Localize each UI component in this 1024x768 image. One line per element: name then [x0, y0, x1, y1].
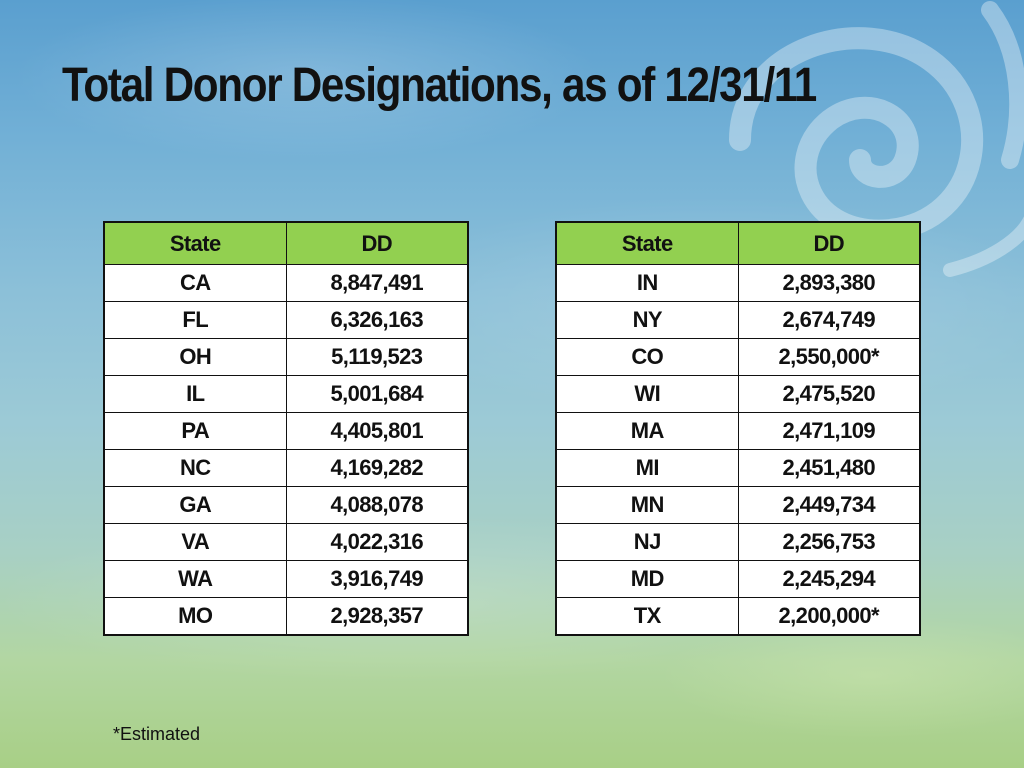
state-cell: IN [555, 264, 739, 302]
table-row: WI 2,475,520 [555, 375, 921, 413]
state-cell: VA [103, 523, 287, 561]
table-row: WA 3,916,749 [103, 560, 469, 598]
donor-table-right: State DD IN 2,893,380 NY 2,674,749 CO 2,550… [555, 221, 921, 636]
header-dd: DD [285, 221, 469, 265]
slide-title: Total Donor Designations, as of 12/31/11 [62, 59, 817, 112]
dd-cell: 2,674,749 [737, 301, 921, 339]
state-cell: MA [555, 412, 739, 450]
state-cell: MD [555, 560, 739, 598]
table-row: FL 6,326,163 [103, 301, 469, 339]
dd-cell: 5,001,684 [285, 375, 469, 413]
dd-cell: 4,169,282 [285, 449, 469, 487]
dd-cell: 4,405,801 [285, 412, 469, 450]
table-row: OH 5,119,523 [103, 338, 469, 376]
state-cell: CO [555, 338, 739, 376]
table-row: MN 2,449,734 [555, 486, 921, 524]
table-header-row: State DD [103, 221, 469, 265]
state-cell: IL [103, 375, 287, 413]
table-row: TX 2,200,000* [555, 597, 921, 636]
state-cell: WA [103, 560, 287, 598]
dd-cell: 8,847,491 [285, 264, 469, 302]
table-row: NC 4,169,282 [103, 449, 469, 487]
dd-cell: 2,471,109 [737, 412, 921, 450]
state-cell: NY [555, 301, 739, 339]
dd-cell: 5,119,523 [285, 338, 469, 376]
dd-cell: 2,893,380 [737, 264, 921, 302]
table-row: VA 4,022,316 [103, 523, 469, 561]
state-cell: TX [555, 597, 739, 636]
state-cell: OH [103, 338, 287, 376]
dd-cell: 2,550,000* [737, 338, 921, 376]
state-cell: CA [103, 264, 287, 302]
table-row: MO 2,928,357 [103, 597, 469, 636]
table-row: IL 5,001,684 [103, 375, 469, 413]
table-row: MD 2,245,294 [555, 560, 921, 598]
state-cell: GA [103, 486, 287, 524]
table-header-row: State DD [555, 221, 921, 265]
table-row: CO 2,550,000* [555, 338, 921, 376]
table-row: NJ 2,256,753 [555, 523, 921, 561]
dd-cell: 4,022,316 [285, 523, 469, 561]
dd-cell: 3,916,749 [285, 560, 469, 598]
state-cell: NJ [555, 523, 739, 561]
table-row: NY 2,674,749 [555, 301, 921, 339]
dd-cell: 4,088,078 [285, 486, 469, 524]
dd-cell: 2,451,480 [737, 449, 921, 487]
dd-cell: 2,245,294 [737, 560, 921, 598]
dd-cell: 2,928,357 [285, 597, 469, 636]
footnote-estimated: *Estimated [113, 724, 201, 744]
header-state: State [555, 221, 739, 265]
table-row: CA 8,847,491 [103, 264, 469, 302]
table-row: IN 2,893,380 [555, 264, 921, 302]
state-cell: MN [555, 486, 739, 524]
dd-cell: 2,200,000* [737, 597, 921, 636]
dd-cell: 6,326,163 [285, 301, 469, 339]
state-cell: FL [103, 301, 287, 339]
state-cell: WI [555, 375, 739, 413]
header-state: State [103, 221, 287, 265]
state-cell: MO [103, 597, 287, 636]
table-row: MA 2,471,109 [555, 412, 921, 450]
state-cell: NC [103, 449, 287, 487]
table-row: PA 4,405,801 [103, 412, 469, 450]
header-dd: DD [737, 221, 921, 265]
dd-cell: 2,475,520 [737, 375, 921, 413]
table-row: MI 2,451,480 [555, 449, 921, 487]
donor-table-left: State DD CA 8,847,491 FL 6,326,163 OH 5,119… [103, 221, 469, 636]
dd-cell: 2,256,753 [737, 523, 921, 561]
state-cell: PA [103, 412, 287, 450]
state-cell: MI [555, 449, 739, 487]
table-row: GA 4,088,078 [103, 486, 469, 524]
dd-cell: 2,449,734 [737, 486, 921, 524]
